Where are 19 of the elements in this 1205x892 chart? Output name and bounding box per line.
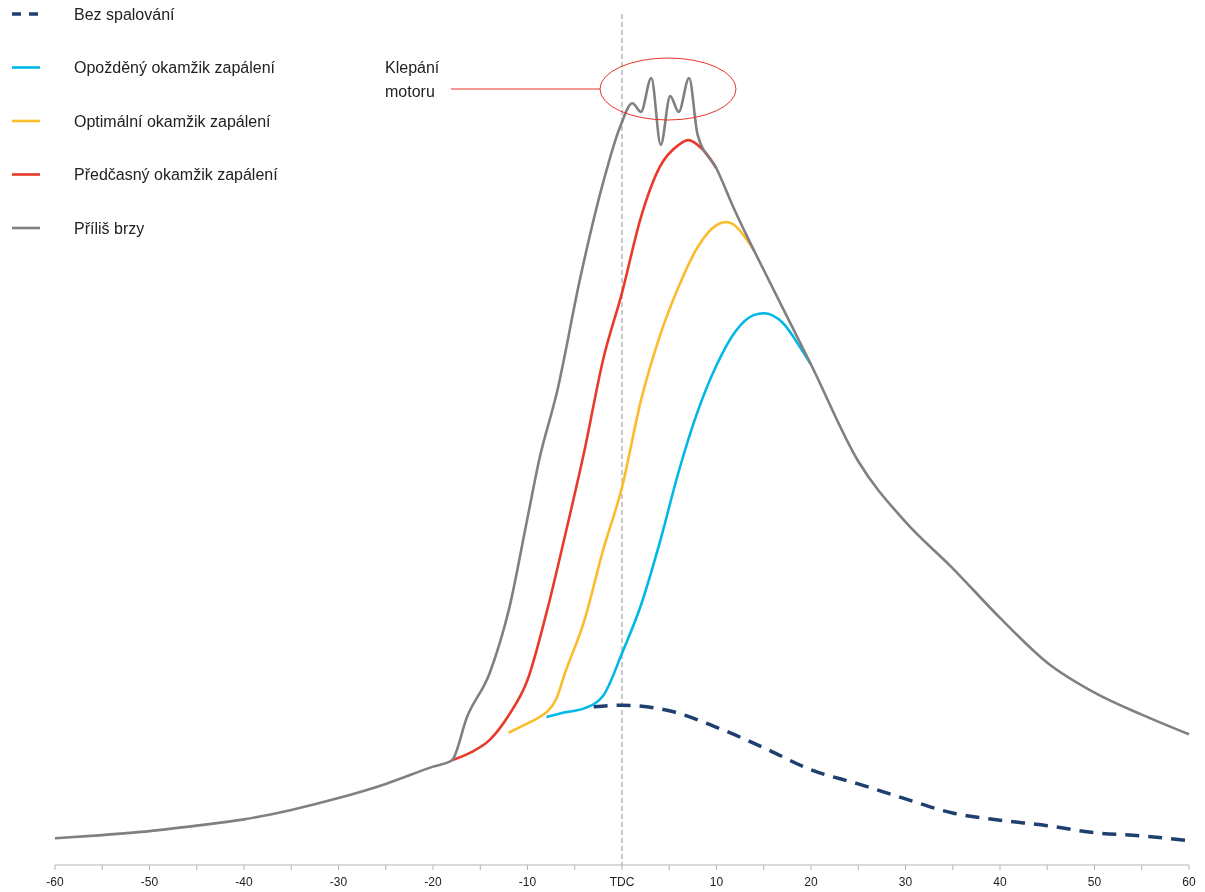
x-tick-label: 10 bbox=[709, 875, 724, 889]
x-tick-label: 20 bbox=[804, 875, 818, 889]
x-tick-label: 50 bbox=[1087, 875, 1102, 889]
x-tick-label: TDC bbox=[609, 875, 635, 889]
x-tick-label: -30 bbox=[329, 875, 348, 889]
legend-label: Předčasný okamžik zapálení bbox=[74, 166, 279, 183]
legend-label: Opožděný okamžik zapálení bbox=[74, 59, 276, 76]
x-tick-label: 60 bbox=[1182, 875, 1196, 889]
x-tick-label: 30 bbox=[898, 875, 913, 889]
x-tick-label: -40 bbox=[235, 875, 253, 889]
legend-label: Příliš brzy bbox=[74, 219, 145, 237]
x-tick-label: -10 bbox=[518, 875, 537, 889]
legend-label: Optimální okamžik zapálení bbox=[74, 112, 272, 130]
x-tick-label: -60 bbox=[46, 875, 64, 889]
x-tick-label: -50 bbox=[140, 875, 159, 889]
legend-label: Bez spalování bbox=[74, 5, 176, 23]
x-tick-label: 40 bbox=[993, 875, 1007, 889]
x-tick-label: -20 bbox=[424, 875, 442, 889]
annotation: Klepání motoru bbox=[385, 59, 440, 100]
